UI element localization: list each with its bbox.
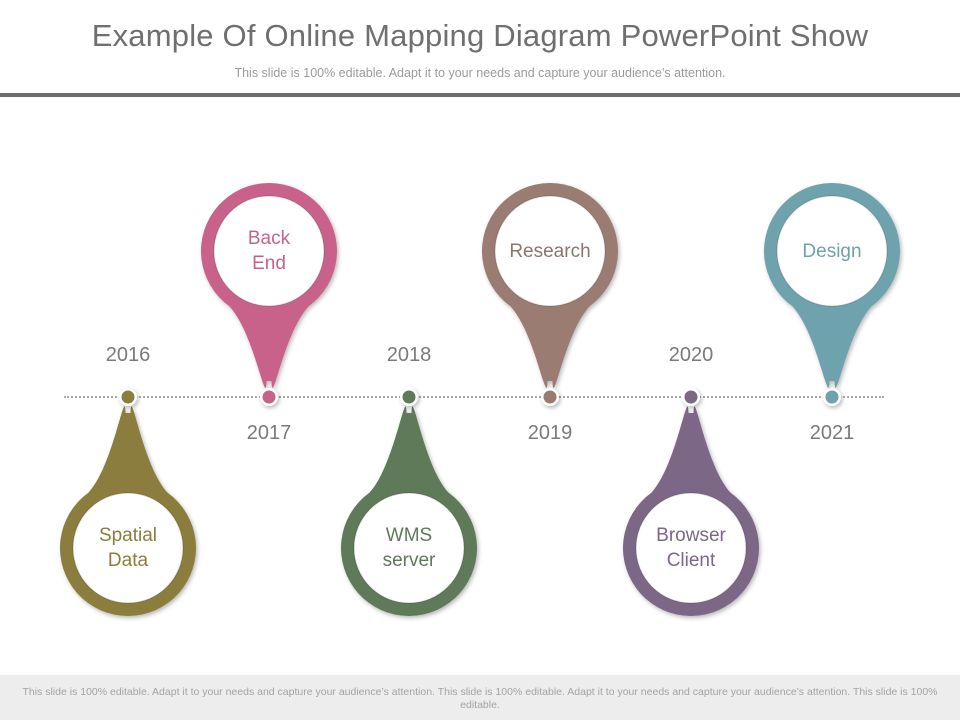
- milestone-label: Spatial Data: [72, 523, 184, 573]
- timeline-line: [64, 396, 884, 398]
- milestone-label-line: WMS: [385, 525, 433, 546]
- pin-inner-circle: [353, 492, 465, 604]
- year-label: 2019: [527, 422, 573, 444]
- milestone-label-line: Research: [509, 240, 591, 262]
- timeline-dot: [262, 390, 276, 404]
- milestone-label-line: Client: [666, 550, 716, 571]
- milestone-label: Research: [494, 239, 606, 264]
- year-label: 2017: [246, 422, 292, 444]
- milestone-pin-2019: [482, 183, 619, 406]
- year-label: 2020: [668, 344, 714, 366]
- milestone-pin-2018: [340, 388, 477, 616]
- footer-bar: [0, 675, 960, 720]
- slide-title: Example Of Online Mapping Diagram PowerP…: [91, 18, 869, 53]
- milestone-pin-2017: [201, 182, 337, 406]
- milestone-label-line: End: [252, 253, 286, 274]
- milestone-label: Back End: [213, 226, 325, 276]
- milestone-label: Browser Client: [635, 523, 747, 573]
- timeline-dot: [402, 390, 416, 404]
- timeline-dot: [684, 390, 698, 404]
- slide-subtitle: This slide is 100% editable. Adapt it to…: [234, 66, 726, 80]
- year-label: 2018: [386, 344, 432, 366]
- year-label: 2016: [105, 344, 151, 366]
- milestone-label: WMS server: [353, 523, 465, 573]
- pin-inner-circle: [213, 195, 325, 307]
- title-divider: [0, 93, 960, 97]
- milestone-label-line: Data: [107, 550, 149, 571]
- pin-inner-circle: [635, 492, 747, 604]
- milestone-pin-2016: [60, 388, 197, 616]
- timeline-dot: [543, 390, 557, 404]
- milestone-pin-2020: [623, 388, 759, 616]
- pin-inner-circle: [494, 195, 606, 307]
- timeline-dot: [825, 390, 839, 404]
- timeline-dot: [121, 390, 135, 404]
- milestone-label-line: Spatial: [98, 525, 158, 546]
- year-label: 2021: [809, 422, 855, 444]
- pin-inner-circle: [776, 195, 888, 307]
- pin-inner-circle: [72, 492, 184, 604]
- milestone-label-line: server: [382, 550, 436, 571]
- footer-text: This slide is 100% editable. Adapt it to…: [22, 686, 938, 711]
- milestone-label-line: Design: [802, 240, 862, 262]
- milestone-label-line: Browser: [656, 525, 726, 546]
- milestone-label: Design: [776, 239, 888, 264]
- milestone-pin-2021: [764, 183, 900, 406]
- milestone-label-line: Back: [247, 228, 291, 249]
